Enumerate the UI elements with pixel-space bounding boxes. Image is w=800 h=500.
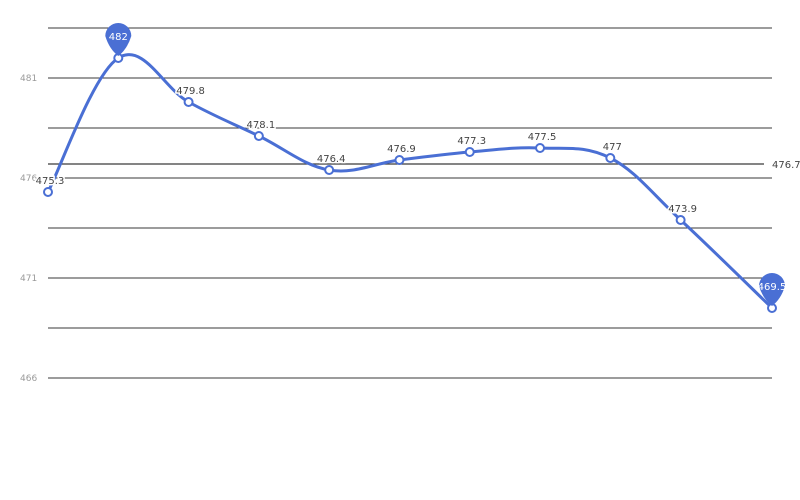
data-point [394,155,405,165]
data-point [464,147,475,157]
data-label: 479.8 [176,86,205,97]
pin-marker-label: 482 [109,32,128,43]
y-tick-label: 476 [20,174,37,184]
y-tick-label: 466 [20,374,37,384]
data-label: 477.3 [457,136,486,147]
data-label: 473.9 [668,204,697,215]
extreme-markers: 482 469.5 [105,23,786,306]
y-tick-label: 471 [20,274,37,284]
data-point [43,187,53,197]
data-point [183,97,194,107]
data-point [535,143,546,153]
data-point [675,215,686,225]
data-label: 475.3 [36,176,65,187]
data-label: 476.9 [387,144,416,155]
data-point [605,153,616,163]
gridlines [48,27,772,379]
pin-marker [759,273,785,306]
series-path [46,53,774,310]
data-points [43,53,777,313]
reference-line: 476.7 [48,159,800,173]
data-label: 478.1 [247,120,276,131]
series-line [46,53,774,310]
pin-marker [105,23,132,56]
data-label: 477.5 [528,132,557,143]
data-label: 477 [603,142,622,153]
data-labels: 475.3 479.8 478.1 476.4 476.9 477.3 477.5 477 47… [34,85,698,217]
y-tick-label: 481 [20,74,37,84]
data-label: 476.4 [317,154,346,165]
data-point [253,131,264,141]
reference-line-label: 476.7 [772,160,800,171]
y-axis-ticks: 466 471 476 481 [20,74,37,384]
pin-marker-label: 469.5 [758,282,787,293]
data-point [324,165,335,175]
